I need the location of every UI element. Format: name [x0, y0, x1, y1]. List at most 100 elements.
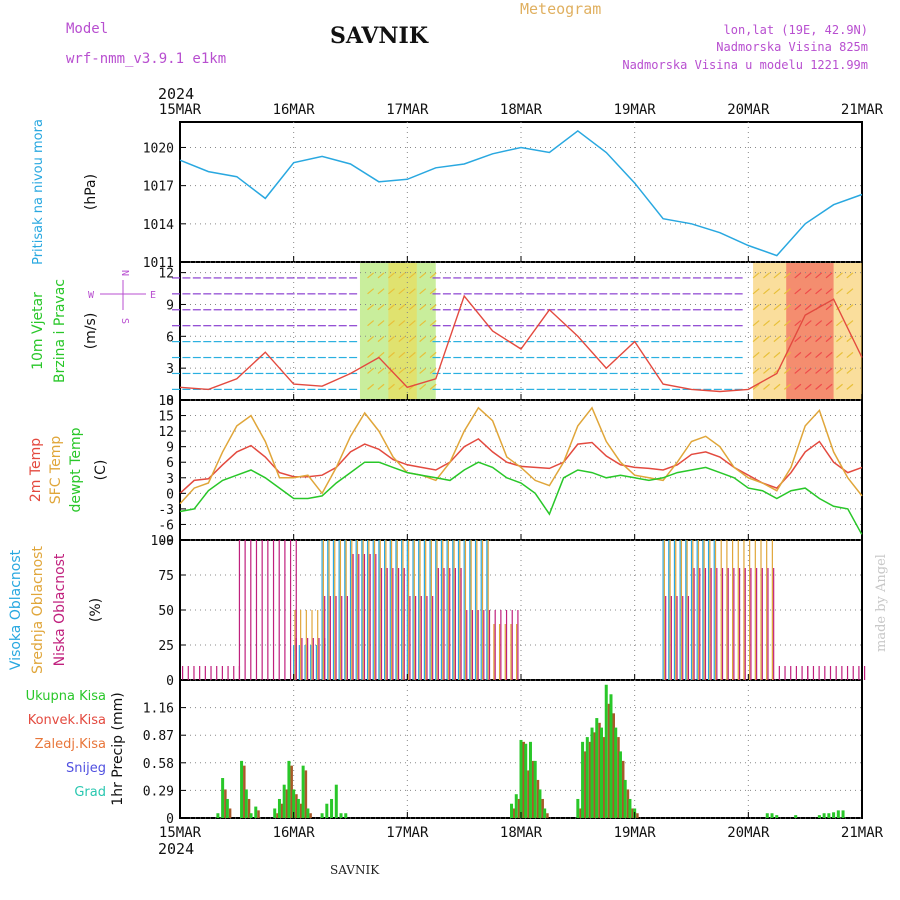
precip-total-bar — [817, 815, 821, 818]
precip-total-bar — [628, 798, 632, 818]
wind-arrow — [429, 288, 437, 295]
wind-arrow — [846, 383, 854, 390]
wind-arrow — [377, 288, 385, 295]
wind-arrow — [752, 272, 760, 279]
precip-unit: 1hr Precip (mm) — [110, 692, 126, 805]
wind-arrow — [846, 304, 854, 311]
wind-arrow — [783, 367, 791, 374]
wind-arrow — [846, 288, 854, 295]
precip-legend-entry: Snijeg — [66, 761, 106, 776]
wind-arrow — [804, 383, 812, 390]
precip-convective-bar — [513, 808, 516, 818]
sfc-axis-title: SFC Temp — [48, 436, 64, 505]
precip-total-bar — [519, 739, 523, 818]
wind-arrow — [836, 304, 843, 311]
y-tick-label: 0 — [166, 674, 174, 689]
precip-convective-bar — [247, 798, 251, 818]
wind-arrow — [773, 304, 781, 311]
wind-arrow — [794, 351, 802, 358]
temp2m-line — [179, 437, 863, 494]
wind-arrow — [773, 351, 781, 358]
credit-watermark: made by Angel — [874, 554, 889, 652]
wind-arrow — [773, 320, 781, 327]
precip-convective-bar — [517, 798, 521, 818]
wind-arrow — [794, 288, 802, 295]
wind-arrow — [836, 272, 843, 279]
y-tick-label: 0.58 — [143, 757, 174, 772]
precip-total-bar — [510, 803, 514, 818]
wind-arrow — [763, 336, 771, 343]
wind-arrow — [429, 304, 437, 311]
wind-arrow — [836, 320, 843, 327]
precip-total-bar — [301, 765, 305, 818]
y-tick-label: 0.87 — [143, 729, 174, 744]
dewpt-axis-title: dewpt Temp — [68, 427, 84, 512]
precip-total-bar — [822, 813, 826, 818]
wind-arrow — [377, 320, 385, 327]
y-tick-label: 0 — [166, 394, 174, 409]
precip-total-bar — [249, 813, 253, 818]
precip-total-bar — [287, 760, 291, 818]
wind-arrow — [752, 383, 760, 390]
precip-total-bar — [595, 718, 599, 818]
precip-convective-bar — [228, 808, 232, 818]
wind-arrow — [815, 336, 823, 343]
y-tick-label: 50 — [158, 604, 174, 619]
wind-arrow — [804, 367, 812, 374]
wind-arrow — [429, 272, 437, 279]
wind-arrow — [825, 367, 833, 374]
day-label-top: 21MAR — [841, 102, 884, 118]
wind-arrow — [377, 383, 385, 390]
precip-total-bar — [320, 813, 324, 818]
y-tick-label: 9 — [166, 441, 174, 456]
wind-arrow — [763, 367, 771, 374]
wind-arrow — [815, 320, 823, 327]
precip-convective-bar — [309, 813, 312, 818]
precip-total-bar — [528, 741, 532, 818]
precip-total-bar — [765, 813, 769, 818]
temp2m-axis-title: 2m Temp — [28, 438, 44, 502]
precip-convective-bar — [607, 703, 611, 818]
y-tick-label: 6 — [166, 330, 174, 345]
day-label-top: 16MAR — [273, 102, 316, 118]
wind-arrow — [388, 272, 395, 279]
precip-total-bar — [543, 808, 547, 818]
wind-arrow — [804, 320, 812, 327]
wind-arrow — [825, 288, 833, 295]
precip-convective-bar — [541, 798, 544, 818]
precip-total-bar — [770, 813, 774, 818]
model-name: wrf-nmm_v3.9.1 e1km — [66, 51, 226, 67]
station-title: SAVNIK — [330, 23, 429, 49]
precip-convective-bar — [257, 810, 260, 818]
wind-arrow — [763, 272, 771, 279]
wind-arrow — [408, 304, 416, 311]
day-label-bottom: 15MAR — [159, 825, 202, 841]
y-tick-label: 18 — [158, 394, 174, 409]
precip-convective-bar — [304, 770, 308, 818]
wind-arrow — [398, 351, 406, 358]
wind-arrow — [825, 304, 833, 311]
wind-arrow — [367, 320, 375, 327]
precip-convective-bar — [299, 803, 303, 818]
wind-arrow — [763, 320, 771, 327]
wind-arrow — [408, 320, 416, 327]
day-label-bottom: 20MAR — [727, 825, 770, 841]
precip-total-bar — [277, 798, 281, 818]
wind-arrow — [804, 351, 812, 358]
day-label-top: 15MAR — [159, 102, 202, 118]
precip-total-bar — [344, 813, 348, 818]
y-tick-label: 9 — [166, 298, 174, 313]
wind-arrow — [752, 336, 760, 343]
low-cloud-axis-title: Niska Oblacnost — [52, 553, 68, 666]
wind-arrow — [377, 272, 385, 279]
dewpt-line — [179, 461, 863, 536]
wind-arrow — [794, 336, 802, 343]
wind-arrow — [846, 320, 854, 327]
precip-convective-bar — [579, 808, 582, 818]
model-label: Model — [66, 21, 108, 37]
wind-arrow — [429, 367, 437, 374]
wind-arrow — [367, 351, 375, 358]
wind-arrow — [388, 351, 395, 358]
wind-arrow — [367, 304, 375, 311]
wind-arrow — [752, 320, 760, 327]
